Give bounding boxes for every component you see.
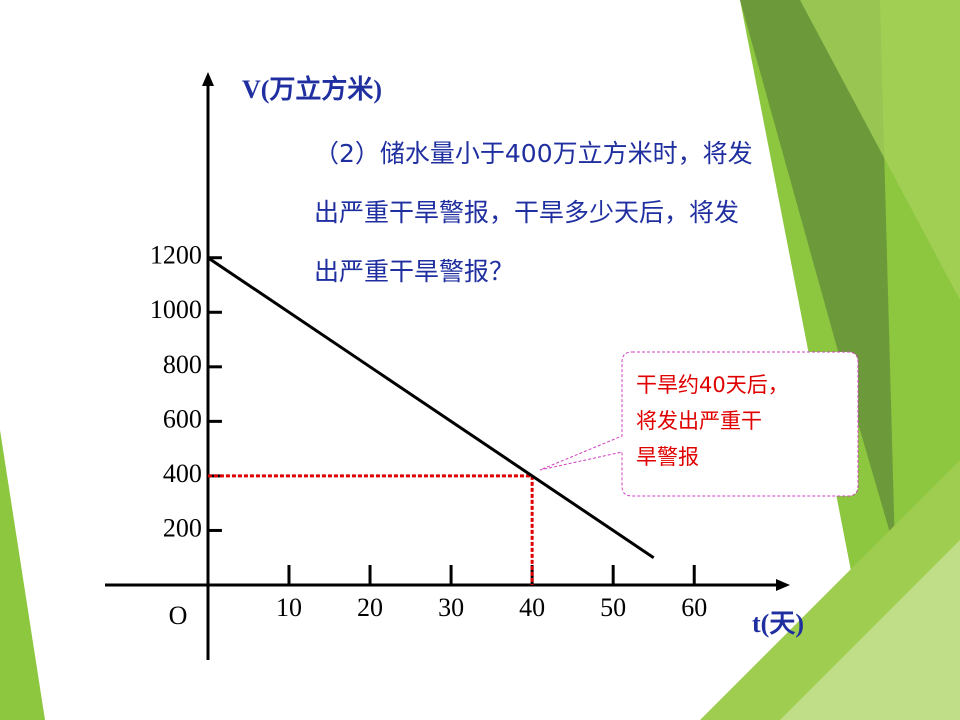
- x-tick-label: 40: [519, 593, 545, 622]
- question-line: 出严重干旱警报？: [314, 257, 514, 286]
- x-tick-label: 10: [276, 593, 302, 622]
- y-tick-label: 1000: [150, 295, 202, 324]
- callout-line: 将发出严重干: [636, 409, 762, 433]
- callout-line: 旱警报: [636, 445, 699, 469]
- x-tick-label: 30: [438, 593, 464, 622]
- y-tick-label: 800: [163, 350, 202, 379]
- question-line: （2）储水量小于400万立方米时，将发: [314, 139, 753, 168]
- y-tick-label: 200: [163, 513, 202, 542]
- x-arrow: [776, 579, 790, 591]
- callout: [539, 351, 859, 497]
- x-tick-label: 20: [357, 593, 383, 622]
- callout-line: 干旱约40天后，: [636, 373, 789, 397]
- y-tick-label: 1200: [150, 241, 202, 270]
- data-line: [207, 256, 655, 559]
- origin-label: O: [169, 601, 188, 630]
- x-tick-label: 50: [600, 593, 626, 622]
- y-arrow: [202, 72, 214, 86]
- y-tick-label: 400: [163, 459, 202, 488]
- y-axis-title: V(万立方米): [242, 74, 382, 104]
- question-line: 出严重干旱警报，干旱多少天后，将发: [314, 198, 739, 227]
- y-tick-label: 600: [163, 404, 202, 433]
- x-axis-title: t(天): [752, 609, 804, 638]
- x-tick-label: 60: [681, 593, 707, 622]
